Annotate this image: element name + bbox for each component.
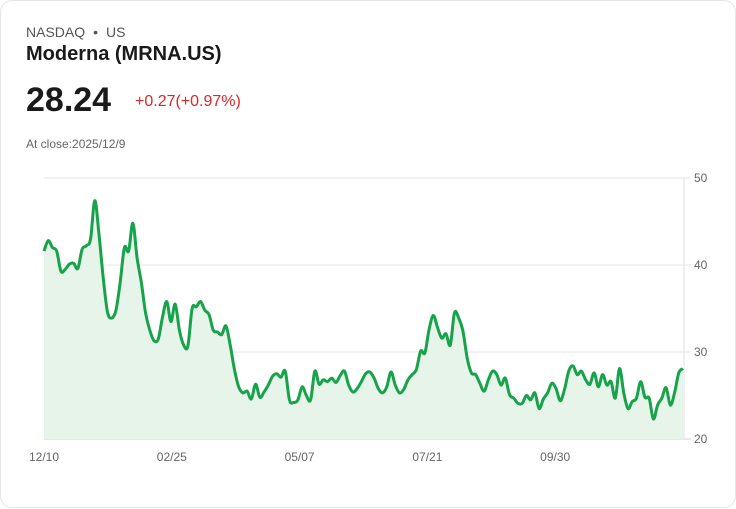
x-tick-label: 09/30 bbox=[540, 450, 570, 464]
exchange-name: NASDAQ bbox=[26, 24, 86, 40]
x-tick-label: 02/25 bbox=[157, 450, 187, 464]
region: US bbox=[106, 24, 126, 40]
price-line bbox=[42, 199, 685, 421]
separator-dot: • bbox=[93, 24, 99, 40]
current-price: 28.24 bbox=[26, 81, 112, 119]
x-tick-label: 12/10 bbox=[29, 450, 59, 464]
x-tick-label: 05/07 bbox=[285, 450, 315, 464]
exchange-line: NASDAQ • US bbox=[26, 24, 125, 40]
price-area-fill bbox=[44, 200, 683, 439]
price-change: +0.27(+0.97%) bbox=[135, 93, 241, 110]
stock-title: Moderna (MRNA.US) bbox=[26, 43, 222, 65]
x-tick-label: 07/21 bbox=[412, 450, 442, 464]
y-tick-label: 50 bbox=[694, 171, 708, 185]
y-tick-label: 40 bbox=[694, 258, 708, 272]
y-tick-label: 20 bbox=[694, 432, 708, 446]
y-tick-label: 30 bbox=[694, 345, 708, 359]
close-date: At close:2025/12/9 bbox=[26, 137, 126, 151]
